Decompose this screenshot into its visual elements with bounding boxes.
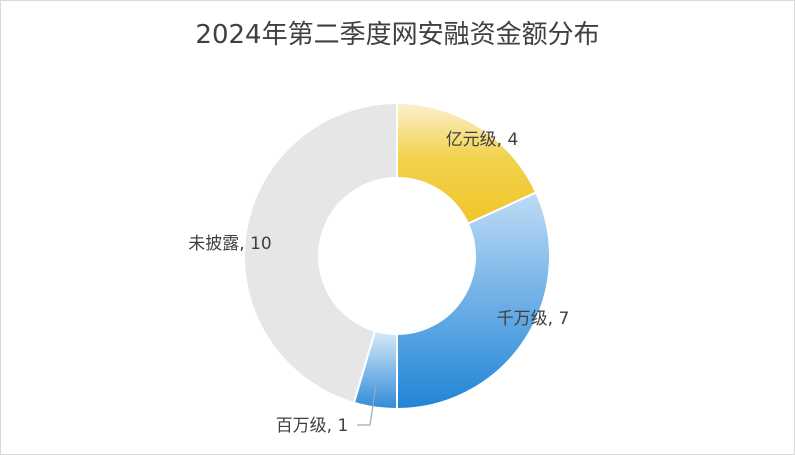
leader-line-baiwan [357,384,377,426]
label-weipilu: 未披露, 10 [188,234,271,254]
label-yi: 亿元级, 4 [446,130,519,150]
label-qianwan: 千万级, 7 [497,309,570,329]
slice-qianwan [396,191,551,411]
label-baiwan: 百万级, 1 [276,416,349,436]
chart-title: 2024年第二季度网安融资金额分布 [195,20,600,50]
slice-weipilu [243,101,398,405]
